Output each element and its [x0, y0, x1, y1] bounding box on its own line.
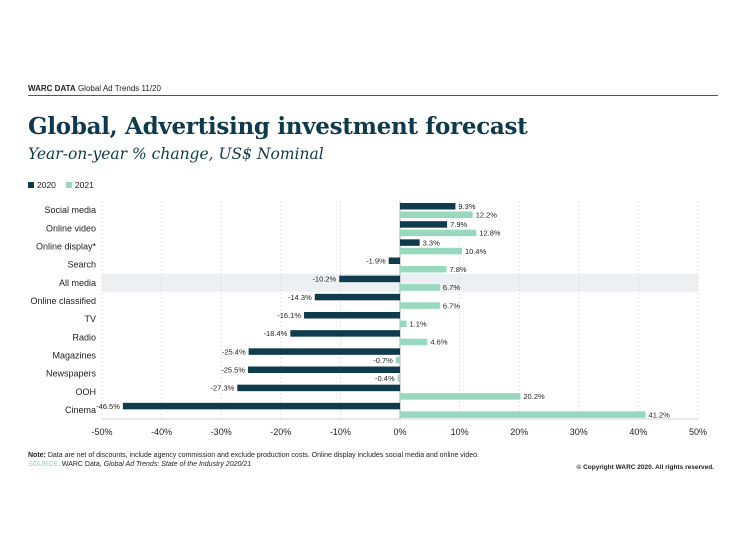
legend-item-2021: 2021 — [65, 180, 94, 190]
category-label: Newspapers — [46, 369, 97, 379]
bar-2020 — [248, 348, 400, 355]
data-label-2020: 7.9% — [450, 220, 467, 229]
bar-2021 — [400, 229, 477, 237]
data-label-2021: 6.7% — [443, 301, 460, 310]
footnote: Note: Data are net of discounts, include… — [28, 452, 479, 459]
legend-item-2020: 2020 — [28, 180, 56, 190]
data-label-2020: -16.1% — [277, 311, 301, 320]
data-label-2020: -1.9% — [366, 257, 386, 266]
x-tick-label: -40% — [151, 427, 172, 437]
bar-2021 — [400, 302, 440, 309]
data-label-2021: -0.7% — [373, 356, 393, 365]
bar-2020 — [388, 257, 400, 264]
x-tick-label: 10% — [451, 427, 469, 437]
bar-2020 — [248, 366, 400, 373]
source-title: Global Ad Trends: State of the Industry … — [103, 461, 252, 468]
data-label-2021: 12.2% — [476, 211, 498, 220]
header-divider — [28, 95, 718, 96]
bar-2020 — [314, 293, 400, 301]
x-tick-label: 0% — [393, 427, 406, 437]
x-tick-label: -20% — [270, 427, 291, 437]
bar-2021 — [400, 284, 440, 291]
x-tick-label: 30% — [570, 427, 588, 437]
data-label-2020: -27.3% — [211, 384, 235, 393]
bar-2021 — [400, 266, 447, 273]
source-line: SOURCE: WARC Data, Global Ad Trends: Sta… — [28, 461, 251, 468]
bar-2020 — [400, 203, 456, 210]
bar-2021 — [400, 320, 407, 327]
bar-2021 — [400, 247, 462, 255]
category-label: Magazines — [52, 350, 96, 360]
data-label-2020: -25.4% — [222, 347, 246, 356]
chart-title: Global, Advertising investment forecast — [28, 113, 528, 140]
category-label: TV — [84, 314, 96, 324]
bar-2020 — [290, 330, 400, 337]
data-label-2021: -0.4% — [375, 374, 395, 383]
data-label-2020: 9.3% — [458, 202, 475, 211]
x-tick-label: -10% — [330, 427, 351, 437]
data-label-2021: 6.7% — [443, 283, 460, 292]
data-label-2020: -18.4% — [264, 329, 288, 338]
data-label-2021: 20.2% — [523, 392, 545, 401]
header-brand: WARC DATA — [28, 84, 76, 93]
source-text: WARC Data, — [61, 461, 102, 468]
bar-2020 — [400, 221, 448, 228]
header-text: Global Ad Trends 11/20 — [77, 84, 161, 93]
data-label-2021: 4.6% — [430, 338, 447, 347]
data-label-2021: 12.8% — [479, 229, 501, 238]
data-label-2020: 3.3% — [423, 238, 440, 247]
category-label: Online classified — [30, 296, 96, 306]
category-label: Radio — [72, 332, 96, 342]
x-tick-label: 20% — [510, 427, 528, 437]
bar-2021 — [400, 411, 646, 418]
x-tick-label: -50% — [91, 427, 112, 437]
x-tick-label: 40% — [629, 427, 647, 437]
chart-legend: 2020 2021 — [28, 180, 100, 190]
footnote-label: Note: — [28, 452, 46, 459]
legend-label-2021: 2021 — [74, 180, 94, 190]
report-header: WARC DATA Global Ad Trends 11/20 — [28, 84, 161, 93]
data-label-2020: -14.3% — [288, 293, 312, 302]
copyright: © Copyright WARC 2020. All rights reserv… — [576, 464, 714, 471]
chart-subtitle: Year-on-year % change, US$ Nominal — [28, 145, 324, 163]
bar-2020 — [122, 402, 401, 410]
category-label: Social media — [44, 205, 96, 215]
bar-2020 — [400, 239, 420, 246]
data-label-2021: 1.1% — [410, 320, 427, 329]
category-label: Online display* — [36, 241, 97, 251]
bar-2021 — [400, 338, 428, 346]
source-label: SOURCE: — [28, 461, 60, 468]
data-label-2020: -10.2% — [312, 275, 336, 284]
legend-swatch-2021 — [65, 182, 72, 188]
data-label-2021: 41.2% — [649, 410, 671, 419]
category-label: Search — [67, 260, 96, 270]
legend-label-2020: 2020 — [37, 180, 56, 190]
bar-2021 — [395, 356, 400, 364]
category-label: OOH — [75, 387, 96, 397]
bar-2020 — [304, 312, 400, 319]
footnote-text: Data are net of discounts, include agenc… — [47, 452, 479, 459]
category-label: Online video — [46, 223, 96, 233]
x-tick-label: -30% — [211, 427, 232, 437]
bar-2020 — [237, 384, 400, 392]
bar-2020 — [339, 275, 400, 283]
bar-2021 — [400, 211, 473, 218]
legend-swatch-2020 — [28, 182, 34, 188]
category-label: All media — [59, 278, 96, 288]
data-label-2021: 10.4% — [465, 247, 487, 256]
bar-2021 — [400, 393, 521, 400]
data-label-2020: -46.5% — [96, 402, 120, 411]
category-label: Cinema — [65, 405, 96, 415]
x-tick-label: 50% — [689, 427, 707, 437]
bar-2021 — [397, 375, 400, 382]
data-label-2020: -25.5% — [221, 366, 245, 375]
data-label-2021: 7.8% — [449, 265, 466, 274]
